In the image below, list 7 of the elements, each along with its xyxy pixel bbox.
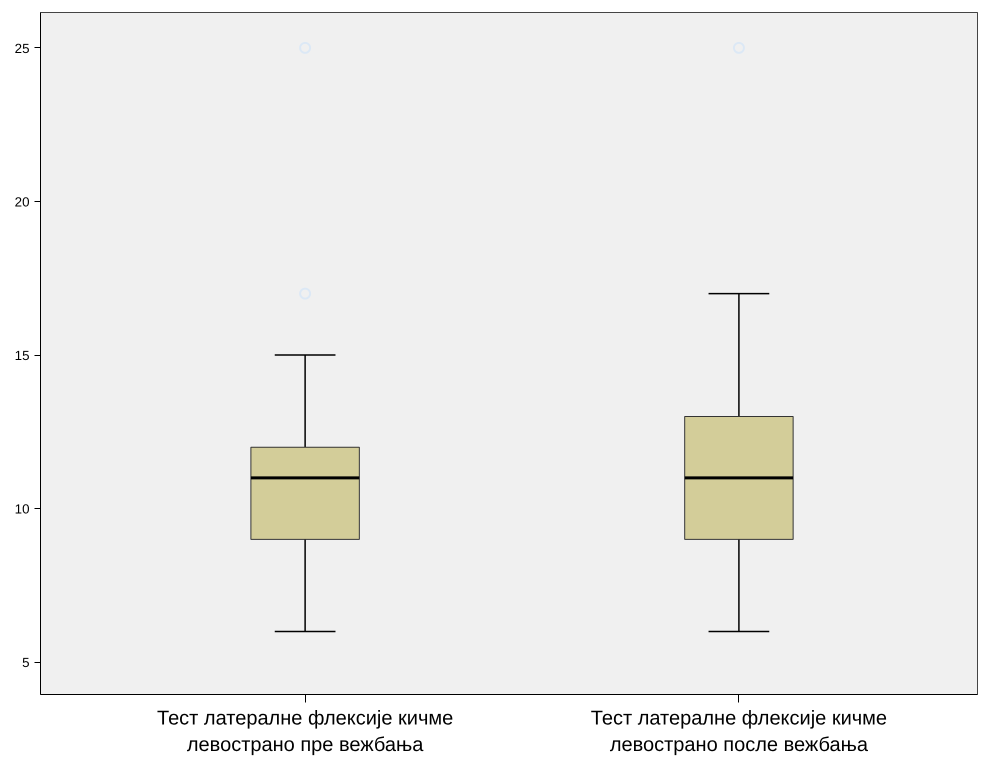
x-tick-label: Тест латералне флексије кичме левострано пре вежбања	[156, 708, 454, 756]
y-tick-label: 20	[14, 194, 30, 210]
x-tick-label: Тест латералне флексије кичме левострано после вежбања	[590, 708, 888, 756]
y-tick-label: 25	[14, 40, 30, 56]
y-tick-label: 15	[14, 348, 30, 364]
y-tick-label: 5	[22, 655, 30, 670]
y-tick-label: 10	[14, 502, 30, 517]
